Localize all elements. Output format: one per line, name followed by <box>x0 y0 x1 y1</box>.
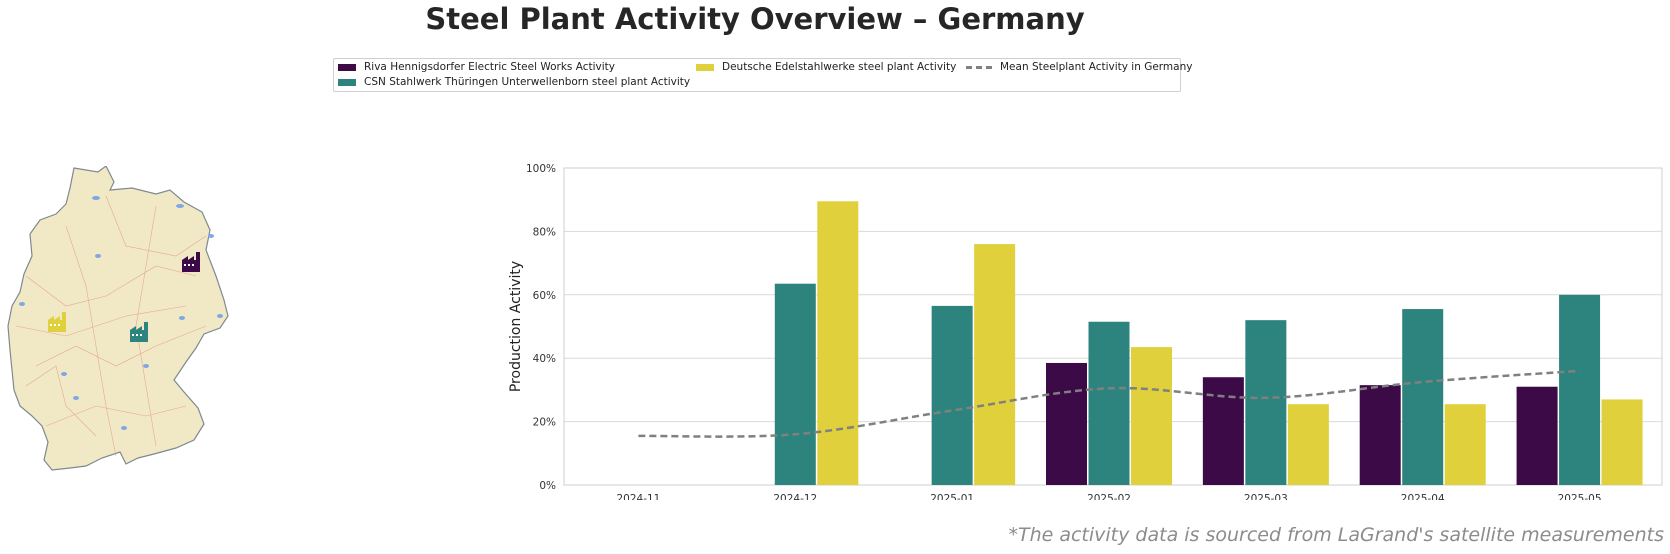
legend-item-mean: Mean Steelplant Activity in Germany <box>966 61 1192 73</box>
bar <box>1287 404 1329 485</box>
legend-label-mean: Mean Steelplant Activity in Germany <box>1000 61 1193 73</box>
x-tick-label: 2024-11 <box>616 493 660 500</box>
mean-line <box>638 369 1580 438</box>
bar <box>1601 399 1643 485</box>
legend-item-riva: Riva Hennigsdorfer Electric Steel Works … <box>338 61 615 73</box>
bar <box>1402 309 1444 485</box>
data-source-footnote: *The activity data is sourced from LaGra… <box>1008 524 1664 546</box>
legend-swatch-csn <box>338 78 356 86</box>
x-tick-label: 2025-05 <box>1558 493 1602 500</box>
bar <box>931 305 973 485</box>
bar <box>1088 321 1130 485</box>
x-tick-label: 2025-03 <box>1244 493 1288 500</box>
y-tick-label: 40% <box>533 353 556 365</box>
x-tick-label: 2025-02 <box>1087 493 1131 500</box>
bar <box>1559 294 1601 485</box>
legend-item-csn: CSN Stahlwerk Thüringen Unterwellenborn … <box>338 76 690 88</box>
bar <box>974 244 1016 485</box>
legend-label-riva: Riva Hennigsdorfer Electric Steel Works … <box>364 61 616 73</box>
legend-label-dew: Deutsche Edelstahlwerke steel plant Acti… <box>722 61 957 73</box>
factory-icon-riva <box>182 252 200 272</box>
bar-chart: 0% 20% 40% 60% 80% 100% 2024-11 2024-12 2025-01 2… <box>508 163 1663 500</box>
chart-title: Steel Plant Activity Overview – Germany <box>425 2 1085 36</box>
y-tick-label: 20% <box>533 417 556 429</box>
bar <box>817 201 859 485</box>
bar <box>774 283 816 485</box>
y-tick-label: 80% <box>533 226 556 238</box>
y-tick-label: 0% <box>539 480 556 492</box>
y-tick-label: 100% <box>526 163 556 175</box>
bar <box>1131 347 1172 485</box>
x-tick-label: 2025-01 <box>930 493 974 500</box>
x-tick-label: 2025-04 <box>1401 493 1445 500</box>
legend: Riva Hennigsdorfer Electric Steel Works … <box>333 58 1192 92</box>
bar <box>1516 386 1558 485</box>
legend-swatch-riva <box>338 63 356 71</box>
germany-map <box>6 166 242 486</box>
bar <box>1046 362 1087 485</box>
legend-dash-mean <box>966 65 992 69</box>
legend-item-dew: Deutsche Edelstahlwerke steel plant Acti… <box>696 61 956 73</box>
bar <box>1444 404 1486 485</box>
bar <box>1202 377 1244 485</box>
y-axis-label: Production Activity <box>508 261 524 392</box>
factory-icon-dew <box>48 312 66 332</box>
legend-swatch-dew <box>696 63 714 71</box>
bar <box>1359 385 1401 485</box>
bar <box>1245 320 1287 485</box>
factory-icon-csn <box>130 322 148 342</box>
legend-label-csn: CSN Stahlwerk Thüringen Unterwellenborn … <box>364 76 691 88</box>
x-tick-label: 2024-12 <box>773 493 817 500</box>
y-tick-label: 60% <box>533 290 556 302</box>
